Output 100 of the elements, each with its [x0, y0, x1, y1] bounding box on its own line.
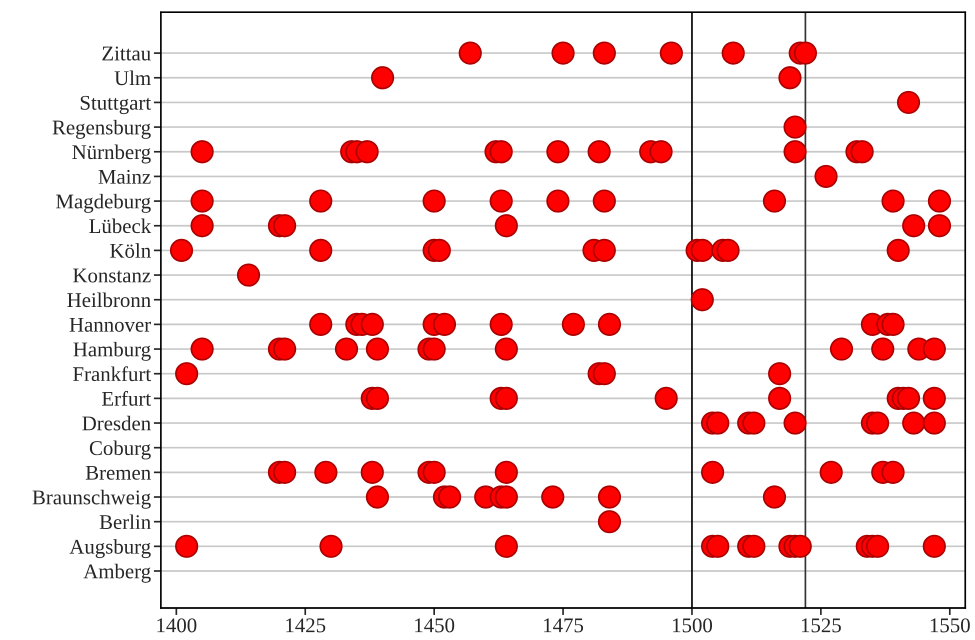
point	[422, 189, 446, 213]
point	[494, 214, 518, 238]
y-tick-label: Erfurt	[102, 390, 152, 406]
point	[360, 312, 384, 336]
y-tick-label: Köln	[110, 243, 151, 258]
point	[428, 238, 451, 262]
point	[778, 66, 802, 90]
x-tick-label: 1425	[286, 618, 326, 632]
point	[788, 534, 812, 558]
point	[896, 386, 920, 410]
point	[592, 189, 616, 213]
point	[334, 337, 358, 361]
point	[701, 460, 724, 484]
point	[598, 510, 622, 534]
point	[541, 485, 564, 509]
point	[881, 312, 905, 336]
point	[588, 140, 611, 164]
point	[494, 386, 518, 410]
point	[742, 534, 766, 558]
point	[494, 534, 518, 558]
point	[273, 214, 296, 238]
point	[592, 362, 616, 386]
x-tick-label: 1500	[672, 618, 712, 632]
point	[690, 238, 714, 262]
point	[881, 189, 905, 213]
point	[190, 214, 214, 238]
y-tick-label: Stuttgart	[80, 96, 152, 114]
point	[319, 534, 343, 558]
point	[273, 337, 296, 361]
y-tick-label: Regensburg	[52, 120, 151, 139]
point	[494, 337, 518, 361]
point	[649, 140, 673, 164]
point	[309, 312, 332, 336]
point	[784, 115, 807, 139]
point	[432, 312, 456, 336]
point	[742, 411, 766, 435]
point	[902, 411, 926, 435]
point	[871, 337, 894, 361]
point	[546, 189, 570, 213]
point	[654, 386, 678, 410]
point	[866, 411, 890, 435]
point	[866, 534, 890, 558]
point	[706, 411, 730, 435]
x-tick-label: 1400	[157, 618, 196, 632]
point	[422, 460, 446, 484]
y-tick-label: Amberg	[83, 564, 151, 583]
point	[784, 411, 807, 435]
point	[592, 42, 616, 65]
point	[722, 42, 745, 65]
y-tick-label: Hamburg	[73, 342, 151, 361]
x-tick-label: 1525	[802, 618, 841, 632]
point	[768, 362, 792, 386]
point	[273, 460, 296, 484]
point	[762, 485, 786, 509]
point	[551, 42, 575, 65]
y-tick-label: Nürnberg	[72, 144, 151, 164]
point	[490, 312, 513, 336]
point	[660, 42, 683, 65]
y-tick-label: Coburg	[90, 440, 151, 460]
y-tick-label: Ulm	[114, 70, 151, 86]
point	[170, 238, 194, 262]
point	[458, 42, 482, 65]
y-tick-label: Dresden	[82, 416, 151, 430]
point	[762, 189, 786, 213]
point	[784, 140, 807, 164]
point	[175, 362, 198, 386]
x-tick-label: 1550	[930, 618, 970, 632]
point	[190, 140, 214, 164]
point	[794, 42, 817, 65]
point	[592, 238, 616, 262]
point	[922, 411, 946, 435]
point	[850, 140, 874, 164]
point	[814, 164, 838, 188]
y-tick-label: Hannover	[70, 318, 151, 332]
point	[314, 460, 338, 484]
point	[902, 214, 926, 238]
point	[360, 460, 384, 484]
x-tick-label: 1475	[544, 618, 584, 632]
point	[886, 238, 910, 262]
point	[546, 140, 570, 164]
point	[830, 337, 854, 361]
point	[768, 386, 792, 410]
point	[706, 534, 730, 558]
point	[922, 386, 946, 410]
y-tick-label: Berlin	[100, 514, 151, 530]
point	[190, 189, 214, 213]
point	[438, 485, 462, 509]
point	[896, 90, 920, 114]
y-tick-label: Mainz	[98, 170, 151, 184]
point	[366, 485, 390, 509]
y-tick-label: Heilbronn	[67, 292, 151, 308]
point	[881, 460, 905, 484]
point	[371, 66, 394, 90]
point	[716, 238, 740, 262]
point	[494, 485, 518, 509]
y-tick-label: Konstanz	[73, 268, 151, 282]
point	[690, 288, 714, 312]
point	[366, 337, 390, 361]
point	[422, 337, 446, 361]
y-tick-label: Magdeburg	[56, 194, 151, 213]
